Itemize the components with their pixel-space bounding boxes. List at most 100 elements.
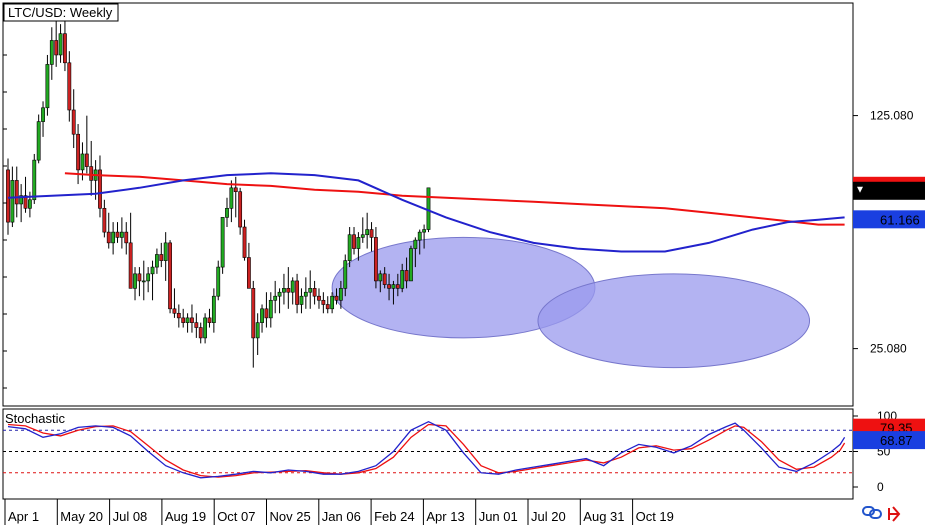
- candle-41: [185, 313, 190, 333]
- candle-body: [181, 317, 186, 323]
- x-tick-label: Jan 06: [322, 509, 361, 524]
- candle-body: [404, 270, 409, 282]
- candle-body: [98, 169, 102, 209]
- candle-43: [194, 313, 199, 338]
- candle-51: [229, 180, 234, 223]
- candle-7: [36, 114, 41, 164]
- candle-9: [45, 54, 50, 116]
- candle-75: [334, 288, 339, 305]
- stochastic-k-line: [7, 420, 846, 479]
- candle-body: [352, 234, 356, 249]
- candle-60: [268, 292, 273, 328]
- x-tick-label: Jul 20: [531, 509, 566, 524]
- candle-body: [356, 237, 361, 249]
- fast-ma-badge-label: 61.166: [880, 212, 920, 227]
- moving-averages: [7, 172, 845, 253]
- candle-46: [207, 308, 212, 328]
- ma-slow-line: [64, 172, 845, 226]
- link-icon[interactable]: [862, 506, 882, 519]
- candle-body: [203, 317, 208, 339]
- candle-body: [36, 121, 41, 161]
- candles: [6, 15, 431, 368]
- candle-body: [330, 295, 335, 310]
- candle-body: [133, 273, 137, 289]
- candle-body: [395, 284, 400, 289]
- candle-65: [290, 277, 295, 305]
- stochastic-pane: [2, 408, 854, 500]
- candle-78: [347, 227, 352, 268]
- candle-12: [58, 24, 63, 63]
- candle-body: [19, 195, 24, 205]
- candle-90: [400, 263, 405, 293]
- candle-57: [255, 313, 260, 355]
- candle-body: [325, 304, 330, 310]
- candle-30: [137, 267, 142, 297]
- candle-22: [102, 199, 107, 238]
- x-tick-label: Nov 25: [270, 509, 311, 524]
- x-tick-label: Jul 08: [113, 509, 148, 524]
- candle-45: [203, 313, 208, 344]
- candle-body: [216, 266, 221, 297]
- candle-body: [225, 207, 229, 218]
- stoch-k-badge-bg: [853, 431, 925, 450]
- red-arrow-icon[interactable]: [888, 506, 901, 522]
- slow-ma-badge-edge: [853, 176, 925, 183]
- candle-70: [312, 280, 317, 305]
- candle-body: [150, 266, 155, 275]
- candle-50: [225, 197, 229, 228]
- candle-body: [374, 237, 378, 282]
- stoch-k-badge-label: 68.87: [880, 433, 913, 448]
- candle-48: [216, 260, 221, 301]
- candle-27: [124, 222, 129, 255]
- pattern-ellipse-2: [537, 273, 811, 369]
- candle-body: [387, 284, 391, 289]
- annotation-ellipses: [331, 236, 811, 369]
- candle-86: [382, 267, 387, 289]
- candle-body: [32, 159, 37, 201]
- candle-body: [146, 273, 151, 282]
- candle-0: [6, 158, 10, 235]
- candle-35: [159, 242, 164, 268]
- candle-body: [194, 322, 199, 328]
- candle-73: [325, 296, 330, 314]
- candle-body: [106, 231, 111, 244]
- x-tick-label: Oct 19: [636, 509, 674, 524]
- candle-body: [102, 207, 107, 233]
- candle-body: [27, 199, 32, 209]
- candle-44: [198, 322, 203, 344]
- candle-64: [286, 267, 291, 309]
- candle-13: [63, 21, 67, 72]
- candle-84: [374, 227, 378, 289]
- x-tick-label: Aug 19: [165, 509, 206, 524]
- candle-58: [260, 304, 264, 333]
- stochastic-levels: [3, 429, 853, 474]
- candle-body: [76, 133, 80, 171]
- candle-14: [67, 51, 72, 122]
- candle-39: [176, 304, 181, 328]
- candle-body: [308, 288, 313, 293]
- candle-body: [198, 327, 203, 339]
- candle-body: [119, 231, 124, 238]
- candle-54: [242, 219, 247, 261]
- candle-42: [190, 304, 194, 333]
- candle-82: [365, 212, 370, 249]
- stoch-tick-label: 0: [877, 480, 884, 494]
- candle-33: [150, 260, 155, 301]
- candle-body: [10, 180, 15, 223]
- candle-89: [395, 273, 400, 297]
- candle-body: [422, 229, 427, 233]
- candle-body: [264, 308, 269, 319]
- candle-body: [299, 295, 304, 305]
- candle-body: [321, 299, 326, 305]
- candle-body: [382, 273, 387, 285]
- ma-fast-line: [7, 172, 845, 253]
- candle-66: [295, 273, 299, 314]
- candle-body: [365, 229, 370, 236]
- candle-body: [159, 254, 164, 261]
- symbol-label-box: [3, 3, 119, 22]
- candle-body: [282, 288, 286, 293]
- candle-body: [277, 291, 282, 297]
- candle-11: [54, 15, 59, 67]
- candle-32: [146, 267, 151, 293]
- candle-body: [417, 231, 422, 241]
